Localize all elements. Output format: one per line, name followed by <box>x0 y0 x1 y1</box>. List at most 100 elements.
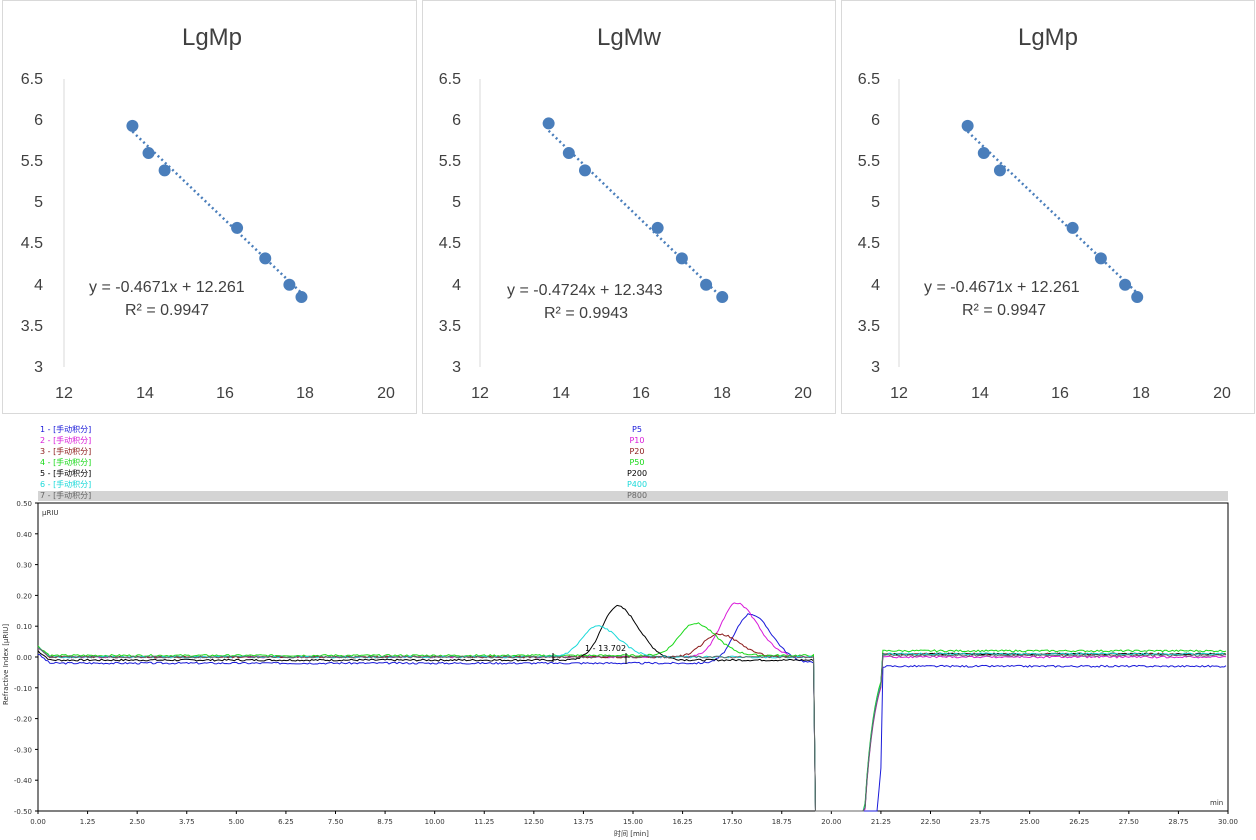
r-squared: R² = 0.9943 <box>544 305 628 322</box>
x-tick-label: 7.50 <box>328 818 344 826</box>
legend-highlight <box>38 491 1228 501</box>
x-tick-label: 12.50 <box>524 818 544 826</box>
calibration-chart-1: LgMp 6.5 6 5.5 5 4.5 4 3.5 3 12 14 16 18… <box>21 24 395 402</box>
data-point <box>562 147 575 160</box>
data-point <box>716 291 729 304</box>
y-tick: 4.5 <box>21 235 43 252</box>
y-tick: 5.5 <box>439 153 461 170</box>
y-tick: 3.5 <box>21 318 43 335</box>
legend-sample: P20 <box>629 447 644 456</box>
data-point <box>1094 252 1107 265</box>
y-tick-label: -0.40 <box>14 777 32 785</box>
data-point <box>259 252 272 265</box>
chart-title: LgMw <box>597 24 662 51</box>
trendline <box>131 130 303 294</box>
peak-annotation: 1 - 13.702 <box>585 644 626 653</box>
y-tick-label: 0.50 <box>16 500 32 508</box>
y-tick-label: -0.30 <box>14 746 32 754</box>
x-tick-label: 28.75 <box>1168 818 1188 826</box>
legend-sample: P50 <box>629 458 644 467</box>
y-ticks: 6.5 6 5.5 5 4.5 4 3.5 3 <box>439 71 461 376</box>
trendline-equation: y = -0.4671x + 12.261 <box>924 279 1080 296</box>
x-tick-label: 13.75 <box>573 818 593 826</box>
calibration-panel-1: LgMp 6.5 6 5.5 5 4.5 4 3.5 3 12 14 16 18… <box>2 0 417 414</box>
chart-title: LgMp <box>182 24 242 51</box>
x-tick-label: 30.00 <box>1218 818 1238 826</box>
y-tick: 3 <box>871 359 880 376</box>
legend-label: 4 - [手动积分] <box>40 457 91 467</box>
x-unit-label: min <box>1210 799 1223 807</box>
y-tick: 4 <box>34 277 43 294</box>
x-tick: 20 <box>377 385 395 402</box>
legend-label: 2 - [手动积分] <box>40 435 91 445</box>
x-tick-label: 11.25 <box>474 818 494 826</box>
data-point <box>993 164 1006 177</box>
y-tick-label: 0.10 <box>16 623 32 631</box>
y-tick-label: 0.30 <box>16 562 32 570</box>
trendline-equation: y = -0.4724x + 12.343 <box>507 282 663 299</box>
y-tick: 5 <box>34 194 43 211</box>
legend-sample: P800 <box>627 491 647 500</box>
y-tick: 4.5 <box>858 235 880 252</box>
y-tick: 5 <box>871 194 880 211</box>
y-tick-label: 0.40 <box>16 531 32 539</box>
data-point <box>1131 291 1144 304</box>
legend-sample: P400 <box>627 480 647 489</box>
x-tick: 18 <box>296 385 314 402</box>
calibration-chart-2: LgMw 6.5 6 5.5 5 4.5 4 3.5 3 12 14 16 18… <box>439 24 812 402</box>
x-tick-label: 10.00 <box>425 818 445 826</box>
x-tick-label: 21.25 <box>871 818 891 826</box>
chart-title: LgMp <box>1018 24 1078 51</box>
y-tick: 5.5 <box>858 153 880 170</box>
data-point <box>700 278 713 291</box>
y-tick: 3.5 <box>439 318 461 335</box>
y-tick-label: -0.50 <box>14 808 32 816</box>
legend-sample: P200 <box>627 469 647 478</box>
x-tick: 20 <box>1213 385 1231 402</box>
data-point <box>675 252 688 265</box>
y-tick-label: -0.20 <box>14 716 32 724</box>
x-tick: 14 <box>971 385 989 402</box>
x-tick: 14 <box>552 385 570 402</box>
data-point <box>1119 278 1132 291</box>
trace-P800 <box>37 647 1226 812</box>
calibration-panel-2: LgMw 6.5 6 5.5 5 4.5 4 3.5 3 12 14 16 18… <box>422 0 836 414</box>
data-point <box>977 147 990 160</box>
x-tick-label: 26.25 <box>1069 818 1089 826</box>
x-tick-label: 18.75 <box>772 818 792 826</box>
legend-label: 6 - [手动积分] <box>40 479 91 489</box>
x-tick-label: 17.50 <box>722 818 742 826</box>
x-tick: 20 <box>794 385 812 402</box>
y-unit-label: µRIU <box>42 509 59 517</box>
calibration-chart-3: LgMp 6.5 6 5.5 5 4.5 4 3.5 3 12 14 16 18… <box>858 24 1231 402</box>
y-tick: 3.5 <box>858 318 880 335</box>
x-tick-label: 27.50 <box>1119 818 1139 826</box>
legend-label: 1 - [手动积分] <box>40 424 91 434</box>
x-tick: 12 <box>471 385 489 402</box>
y-tick: 6 <box>871 112 880 129</box>
data-point <box>295 291 308 304</box>
trendline <box>966 130 1139 294</box>
data-point <box>158 164 171 177</box>
y-tick: 3 <box>34 359 43 376</box>
y-tick: 3 <box>452 359 461 376</box>
y-tick: 4.5 <box>439 235 461 252</box>
x-axis-title: 时间 [min] <box>614 829 649 838</box>
x-tick-label: 25.00 <box>1020 818 1040 826</box>
chromatogram-legend: 1 - [手动积分] P5 2 - [手动积分] P10 3 - [手动积分] P20 4 … <box>38 424 1228 501</box>
x-tick-label: 16.25 <box>673 818 693 826</box>
trace-P5 <box>37 613 1227 812</box>
y-tick: 4 <box>871 277 880 294</box>
y-tick: 5.5 <box>21 153 43 170</box>
trendline-equation: y = -0.4671x + 12.261 <box>89 279 245 296</box>
data-point <box>142 147 155 160</box>
data-point <box>961 119 974 132</box>
x-tick-label: 8.75 <box>377 818 393 826</box>
x-tick-label: 1.25 <box>80 818 96 826</box>
y-tick: 6.5 <box>439 71 461 88</box>
x-tick-label: 15.00 <box>623 818 643 826</box>
r-squared: R² = 0.9947 <box>125 302 209 319</box>
y-tick: 6 <box>34 112 43 129</box>
data-point <box>651 221 664 234</box>
y-tick: 4 <box>452 277 461 294</box>
